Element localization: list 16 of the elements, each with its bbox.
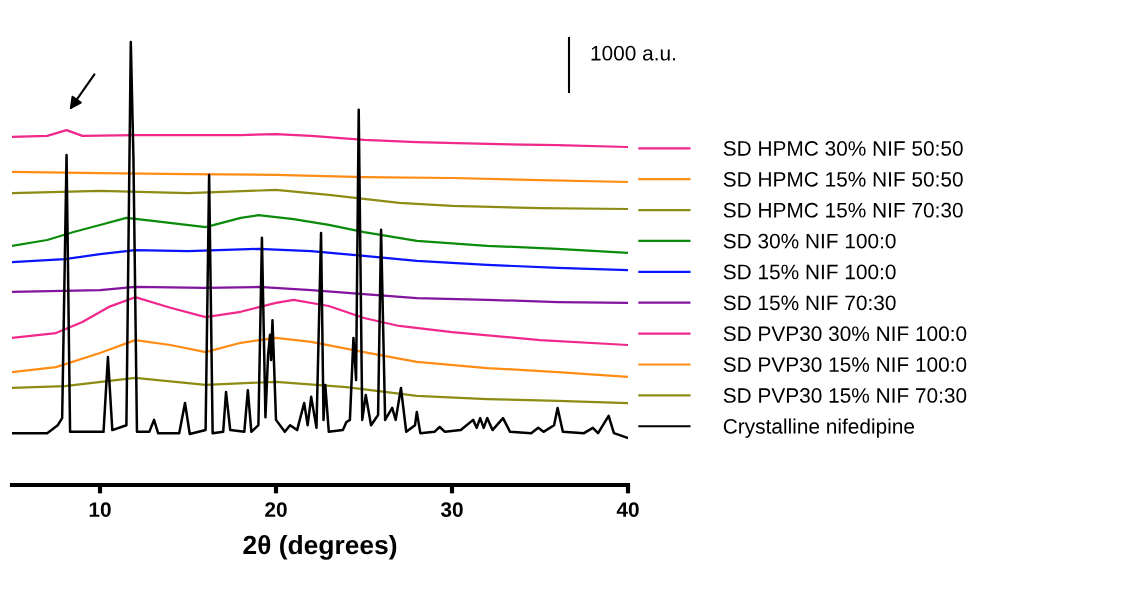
legend-label: Crystalline nifedipine [723, 418, 915, 438]
legend-label: SD 15% NIF 100:0 [723, 264, 896, 280]
legend-label: SD HPMC 15% NIF 70:30 [723, 202, 963, 218]
legend-label: SD 15% NIF 70:30 [723, 295, 896, 311]
legend-label: SD PVP30 15% NIF 100:0 [723, 357, 967, 372]
legend-label: SD HPMC 15% NIF 50:50 [723, 171, 963, 187]
legend-label: SD HPMC 30% NIF 50:50 [723, 141, 963, 156]
x-axis-title: 2θ (degrees) [243, 534, 397, 560]
legend-label: SD PVP30 15% NIF 70:30 [723, 388, 967, 403]
annotation: 1000 a.u. [591, 45, 675, 61]
x-tick-label: 30 [440, 502, 463, 517]
legend-label: SD 30% NIF 100:0 [723, 233, 896, 249]
x-tick-label: 20 [265, 502, 287, 517]
legend-label: SD PVP30 30% NIF 100:0 [723, 326, 967, 342]
x-tick-label: 40 [616, 502, 639, 517]
x-tick-label: 10 [89, 502, 111, 517]
